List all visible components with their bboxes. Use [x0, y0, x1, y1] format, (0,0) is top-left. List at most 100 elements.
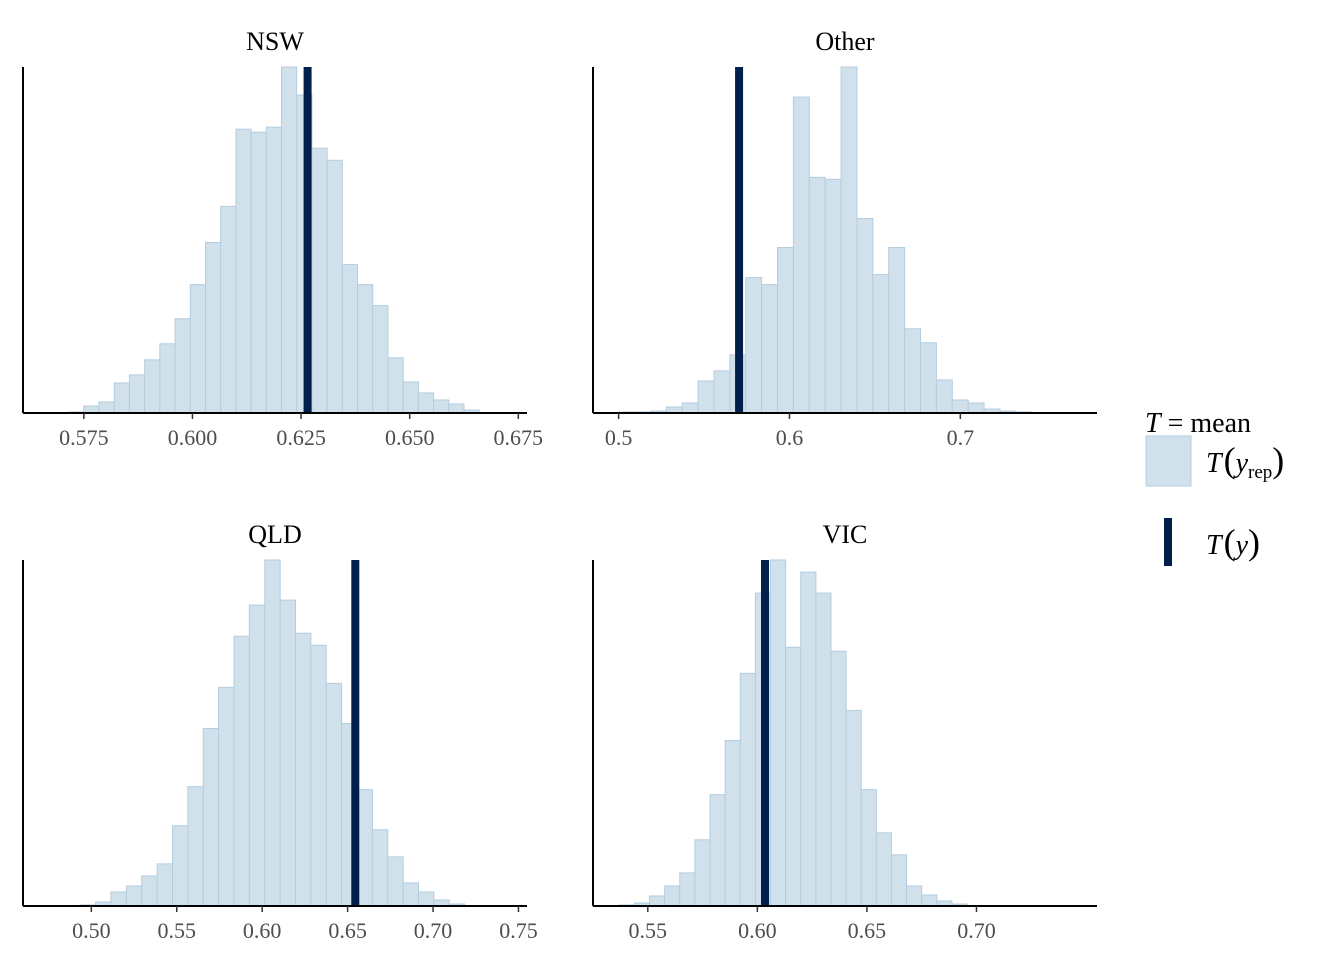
histogram-bar	[110, 891, 127, 907]
histogram-bar	[920, 342, 937, 414]
x-tick-label: 0.75	[499, 918, 538, 943]
histogram-bar	[739, 672, 756, 907]
histogram-bar	[235, 128, 252, 414]
histogram-bar	[694, 839, 711, 907]
panel-title: VIC	[823, 520, 868, 549]
histogram-bar	[202, 727, 220, 907]
histogram-bar	[204, 242, 222, 414]
histogram-bar	[279, 599, 297, 907]
histogram-bar	[295, 632, 312, 907]
histogram-bar	[128, 374, 146, 414]
histogram-bar	[724, 740, 741, 907]
histogram-bar	[681, 402, 699, 414]
histogram-bar	[679, 872, 696, 907]
histogram-bar	[664, 885, 681, 907]
legend-rep-label: T(yrep)	[1206, 440, 1284, 483]
histogram-bar	[830, 650, 847, 907]
x-tick-label: 0.70	[414, 918, 453, 943]
histogram-bar	[824, 178, 842, 414]
histogram-bar	[174, 318, 191, 414]
histogram-bar	[356, 789, 373, 907]
histogram-bar	[904, 328, 922, 414]
histogram-bar	[156, 863, 173, 907]
histogram-bar	[311, 147, 328, 414]
x-tick-label: 0.60	[738, 918, 777, 943]
x-tick-label: 0.65	[328, 918, 367, 943]
histogram-bar	[967, 402, 985, 414]
histogram-bar	[310, 644, 327, 907]
histogram-bar	[281, 66, 298, 414]
histogram-bar	[220, 205, 237, 414]
histogram-bar	[697, 380, 715, 414]
histogram-bar	[856, 217, 874, 414]
legend-obs-label: T(y)	[1206, 522, 1260, 562]
histogram-bar	[218, 686, 235, 907]
observed-stat-line	[761, 560, 770, 906]
histogram-bar	[845, 709, 862, 907]
panel-title: NSW	[246, 27, 304, 56]
histogram-bar	[250, 131, 267, 414]
histogram-bar	[792, 96, 810, 414]
histogram-bar	[935, 379, 953, 414]
histogram-bar	[921, 894, 938, 907]
histogram-bar	[777, 247, 794, 414]
observed-stat-line	[351, 560, 360, 906]
histogram-bar	[144, 359, 161, 414]
histogram-bar	[125, 885, 143, 907]
panel-vic: VIC 0.55 0.60 0.65 0.70	[592, 520, 1097, 943]
x-tick-label: 0.60	[243, 918, 282, 943]
x-tick-label: 0.50	[72, 918, 111, 943]
histogram-bar	[761, 284, 779, 414]
x-tick-label: 0.650	[385, 425, 435, 450]
histogram-bar	[906, 885, 923, 907]
histogram-bar	[875, 832, 892, 907]
histogram-bar	[808, 176, 826, 414]
histogram-bar	[189, 284, 206, 414]
histogram-bar	[417, 392, 435, 414]
histogram-bar	[890, 854, 908, 907]
histogram-bar	[402, 882, 420, 907]
panel-nsw: NSW 0.575 0.600 0.625 0.650 0.675	[22, 27, 544, 450]
histogram-bar	[248, 604, 266, 907]
histogram-bar	[713, 370, 731, 414]
histogram-bar	[448, 403, 465, 414]
histogram-bar	[815, 592, 832, 907]
histogram-bar	[371, 829, 389, 907]
x-tick-label: 0.70	[957, 918, 996, 943]
histogram-bar	[387, 856, 404, 907]
histogram-bar	[418, 891, 435, 907]
histogram-bar	[113, 382, 130, 414]
histogram-bar	[187, 786, 204, 907]
histogram-bar	[785, 646, 802, 907]
panel-title: QLD	[248, 520, 301, 549]
histogram-bar	[872, 274, 890, 414]
histogram-bar	[341, 264, 359, 414]
x-tick-label: 0.55	[629, 918, 668, 943]
x-tick-label: 0.575	[59, 425, 109, 450]
histogram-bar	[141, 875, 158, 907]
histogram-bar	[83, 405, 100, 414]
histogram-bar	[265, 126, 283, 414]
histogram-bar	[264, 559, 281, 907]
x-tick-label: 0.65	[848, 918, 887, 943]
histogram-bar	[433, 399, 450, 414]
histogram-bar	[860, 789, 877, 907]
x-tick-label: 0.675	[494, 425, 544, 450]
x-tick-label: 0.625	[276, 425, 326, 450]
legend-rep-swatch	[1145, 435, 1192, 487]
histogram-bar	[159, 343, 176, 414]
histogram-bar	[402, 381, 419, 414]
panel-qld: QLD 0.50 0.55 0.60 0.65 0.70 0.75	[22, 520, 538, 943]
x-tick-label: 0.7	[947, 425, 975, 450]
x-tick-label: 0.55	[158, 918, 197, 943]
histogram-bar	[387, 357, 404, 414]
histogram-bar	[326, 159, 343, 414]
histogram-bar	[171, 825, 189, 907]
histogram-bar	[709, 794, 726, 907]
histogram-bar	[325, 682, 343, 907]
legend-obs-swatch	[1164, 518, 1172, 566]
histogram-bar	[98, 401, 115, 414]
histogram-bar	[840, 66, 858, 414]
